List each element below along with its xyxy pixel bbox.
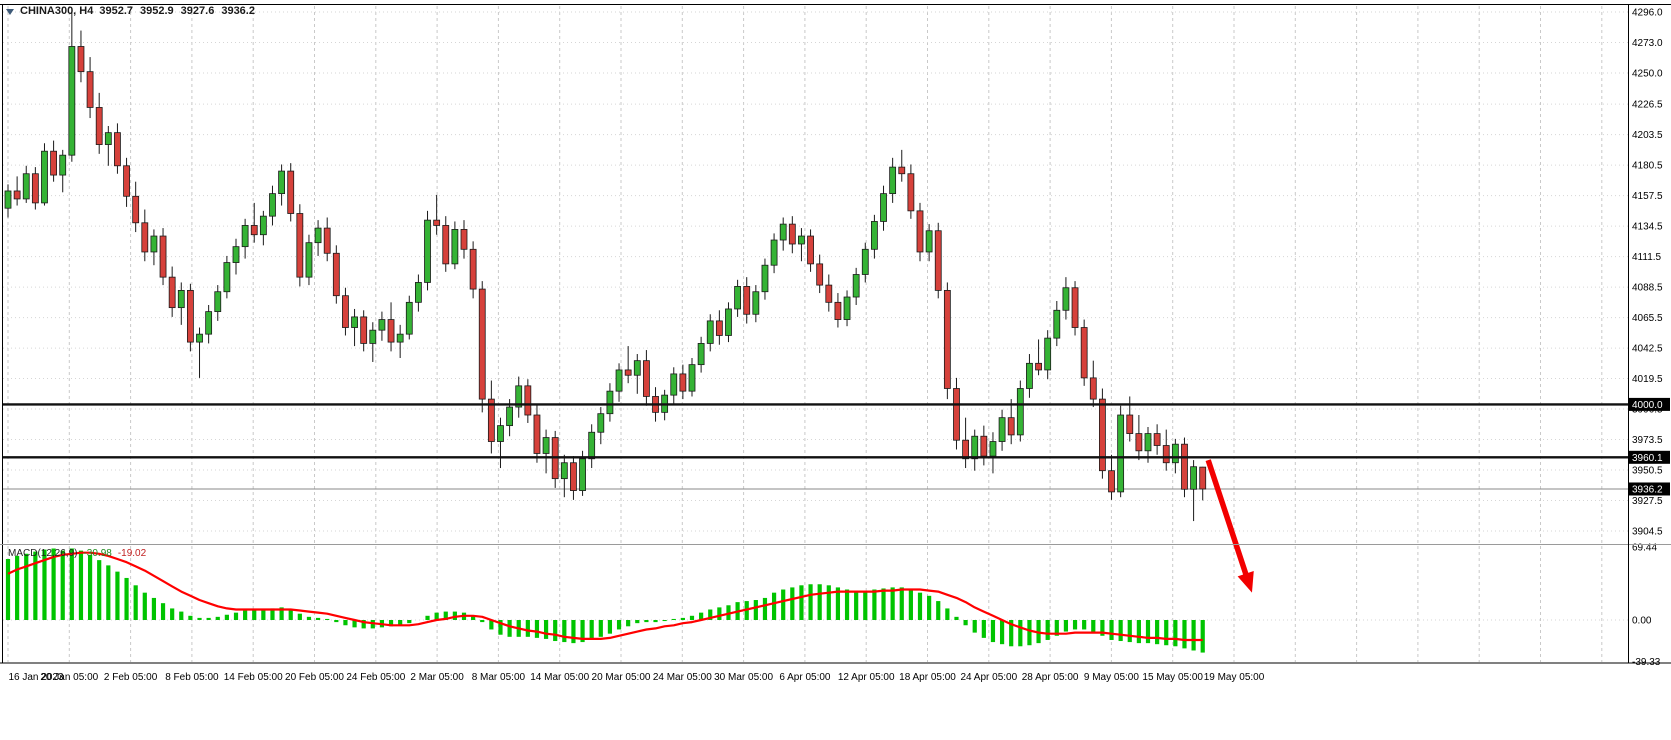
svg-text:20 Mar 05:00: 20 Mar 05:00 — [592, 672, 651, 683]
svg-text:20 Feb 05:00: 20 Feb 05:00 — [285, 672, 344, 683]
symbol-timeframe-label: CHINA300, H4 — [20, 5, 94, 17]
svg-text:6 Apr 05:00: 6 Apr 05:00 — [779, 672, 831, 683]
ohlc-values: 3952.7 3952.9 3927.6 3936.2 — [99, 5, 255, 17]
svg-text:24 Apr 05:00: 24 Apr 05:00 — [960, 672, 1017, 683]
trend-arrow-annotation[interactable] — [1205, 459, 1254, 593]
svg-text:4088.5: 4088.5 — [1632, 283, 1663, 294]
svg-text:0.00: 0.00 — [1632, 616, 1652, 627]
svg-text:4203.5: 4203.5 — [1632, 130, 1663, 141]
svg-text:24 Feb 05:00: 24 Feb 05:00 — [346, 672, 405, 683]
macd-name: MACD(12,26,9) — [8, 548, 78, 559]
svg-text:20 Jan 05:00: 20 Jan 05:00 — [40, 672, 98, 683]
ohlc-open: 3952.7 — [99, 5, 134, 17]
trend-arrow-head[interactable] — [1237, 571, 1254, 593]
svg-text:4065.5: 4065.5 — [1632, 313, 1663, 324]
svg-text:30 Mar 05:00: 30 Mar 05:00 — [714, 672, 773, 683]
svg-text:19 May 05:00: 19 May 05:00 — [1204, 672, 1265, 683]
svg-text:28 Apr 05:00: 28 Apr 05:00 — [1022, 672, 1079, 683]
svg-text:15 May 05:00: 15 May 05:00 — [1142, 672, 1203, 683]
svg-text:14 Feb 05:00: 14 Feb 05:00 — [224, 672, 283, 683]
svg-text:4296.0: 4296.0 — [1632, 8, 1663, 19]
svg-text:14 Mar 05:00: 14 Mar 05:00 — [530, 672, 589, 683]
svg-text:69.44: 69.44 — [1632, 542, 1657, 553]
macd-main-value: -30.98 — [83, 548, 112, 559]
svg-text:4019.5: 4019.5 — [1632, 374, 1663, 385]
one-click-trading-toggle-icon[interactable] — [6, 8, 14, 15]
svg-text:4273.0: 4273.0 — [1632, 38, 1663, 49]
macd-signal-line — [7, 551, 1203, 642]
svg-text:4250.0: 4250.0 — [1632, 68, 1663, 79]
time-grid — [7, 6, 1603, 662]
svg-text:4157.5: 4157.5 — [1632, 191, 1663, 202]
svg-text:3936.2: 3936.2 — [1632, 484, 1663, 495]
svg-text:3927.5: 3927.5 — [1632, 496, 1663, 507]
svg-text:4180.5: 4180.5 — [1632, 161, 1663, 172]
svg-text:9 May 05:00: 9 May 05:00 — [1084, 672, 1139, 683]
price-axis-tags: 4000.0 3960.1 3936.2 — [1629, 397, 1670, 496]
chart-plot-area[interactable] — [3, 4, 1628, 663]
chart-title: CHINA300, H4 3952.7 3952.9 3927.6 3936.2 — [6, 5, 255, 17]
svg-text:4111.5: 4111.5 — [1632, 252, 1662, 263]
svg-text:4000.0: 4000.0 — [1632, 400, 1663, 411]
svg-text:-39.33: -39.33 — [1632, 657, 1661, 668]
svg-text:18 Apr 05:00: 18 Apr 05:00 — [899, 672, 956, 683]
svg-text:24 Mar 05:00: 24 Mar 05:00 — [653, 672, 712, 683]
svg-text:3960.1: 3960.1 — [1632, 453, 1663, 464]
macd-indicator-label: MACD(12,26,9) -30.98 -19.02 — [8, 548, 146, 559]
svg-text:4042.5: 4042.5 — [1632, 344, 1663, 355]
ohlc-low: 3927.6 — [180, 5, 215, 17]
ohlc-close: 3936.2 — [221, 5, 255, 17]
svg-text:3973.5: 3973.5 — [1632, 435, 1663, 446]
candles-series — [4, 12, 1207, 522]
svg-text:8 Feb 05:00: 8 Feb 05:00 — [165, 672, 219, 683]
macd-histogram — [5, 548, 1205, 653]
svg-text:4134.5: 4134.5 — [1632, 222, 1663, 233]
svg-text:4226.5: 4226.5 — [1632, 100, 1663, 111]
svg-text:3904.5: 3904.5 — [1632, 527, 1663, 538]
svg-text:8 Mar 05:00: 8 Mar 05:00 — [472, 672, 526, 683]
price-axis-labels: 4296.0 4273.0 4250.0 4226.5 4203.5 4180.5 4157… — [1632, 8, 1663, 668]
svg-text:2 Mar 05:00: 2 Mar 05:00 — [410, 672, 464, 683]
macd-signal-value: -19.02 — [117, 548, 147, 559]
svg-text:3950.5: 3950.5 — [1632, 466, 1663, 477]
ohlc-high: 3952.9 — [140, 5, 174, 17]
trend-arrow-line[interactable] — [1205, 459, 1251, 581]
price-grid — [3, 11, 1628, 621]
svg-text:12 Apr 05:00: 12 Apr 05:00 — [838, 672, 895, 683]
svg-text:16 Jan 2023: 16 Jan 2023 — [8, 672, 63, 683]
svg-text:2 Feb 05:00: 2 Feb 05:00 — [104, 672, 158, 683]
